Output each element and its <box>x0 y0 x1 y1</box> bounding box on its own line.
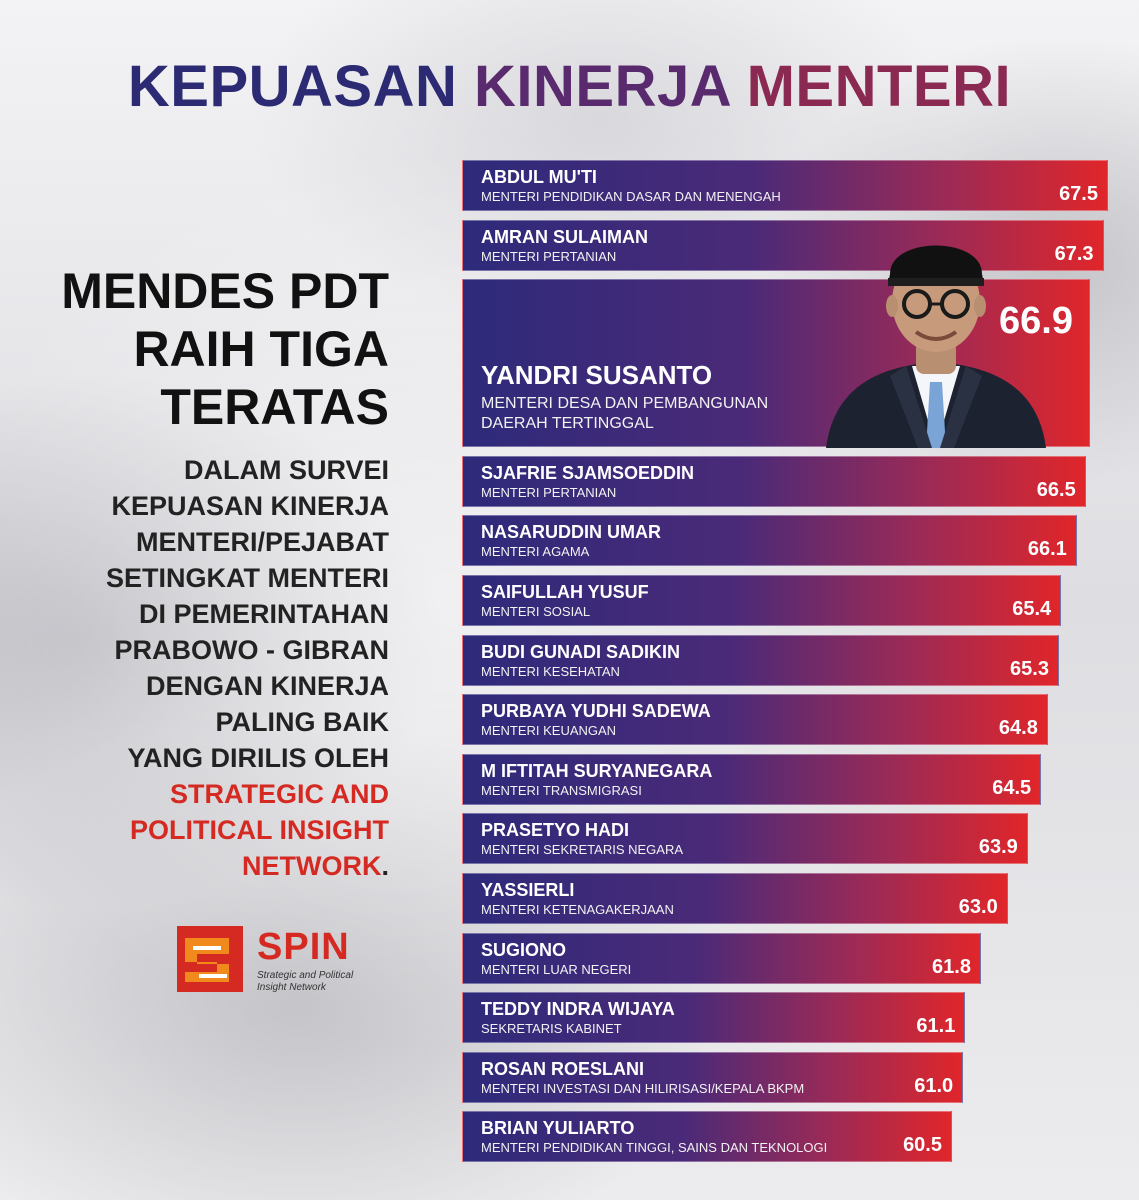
chart-title: KEPUASAN KINERJA MENTERI <box>0 52 1139 122</box>
bar-value-label: 64.8 <box>998 717 1038 740</box>
bar-role-label: MENTERI TRANSMIGRASI <box>481 782 642 798</box>
org-name-period: . <box>381 851 389 881</box>
bar-name-label: PURBAYA YUDHI SADEWA <box>481 701 711 722</box>
bar-role-label: MENTERI KESEHATAN <box>481 663 620 679</box>
bar-name-label: TEDDY INDRA WIJAYA <box>481 999 675 1020</box>
bar-name-label: ROSAN ROESLANI <box>481 1058 645 1079</box>
spin-logo: SPIN Strategic and Political Insight Net… <box>175 922 395 1000</box>
bar: ABDUL MU'TI MENTERI PENDIDIKAN DASAR DAN … <box>462 160 1108 211</box>
bar: TEDDY INDRA WIJAYA SEKRETARIS KABINET 61.1 <box>462 992 966 1044</box>
title-word-1: KEPUASAN <box>127 54 458 119</box>
bar-role-label: MENTERI AGAMA <box>481 544 590 560</box>
title-word-2: KINERJA <box>474 54 730 119</box>
spin-logo-name: SPIN <box>257 926 350 968</box>
bar: YASSIERLI MENTERI KETENAGAKERJAAN 63.0 <box>462 873 1008 924</box>
bar: BRIAN YULIARTO MENTERI PENDIDIKAN TINGGI,… <box>462 1111 952 1163</box>
headline-line-3: TERATAS <box>160 379 389 435</box>
bar-role-label: MENTERI PENDIDIKAN DASAR DAN MENENGAH <box>481 189 781 204</box>
org-name-line-2: POLITICAL INSIGHT <box>129 815 389 845</box>
headline: MENDES PDT RAIH TIGA TERATAS <box>9 262 389 436</box>
org-name-line-1: STRATEGIC AND <box>170 779 389 809</box>
bar-name-label: SJAFRIE SJAMSOEDDIN <box>481 462 695 483</box>
bar-value-label: 60.5 <box>903 1134 942 1157</box>
bar-role-label: MENTERI PENDIDIKAN TINGGI, SAINS DAN TEK… <box>481 1140 828 1156</box>
bar: SJAFRIE SJAMSOEDDIN MENTERI PERTANIAN 66.5 <box>462 455 1086 507</box>
bar-name-label: BUDI GUNADI SADIKIN <box>481 641 681 662</box>
bar-value-label: 66.9 <box>999 300 1073 343</box>
bar-role-label: MENTERI PERTANIAN <box>481 248 617 264</box>
bar-value-label: 61.0 <box>914 1074 954 1097</box>
bar-name-label: NASARUDDIN UMAR <box>481 522 661 543</box>
headline-line-1: MENDES PDT <box>61 263 389 319</box>
bar: ROSAN ROESLANI MENTERI INVESTASI DAN HILI… <box>462 1051 964 1103</box>
bar: AMRAN SULAIMAN MENTERI PERTANIAN 67.3 <box>462 219 1104 271</box>
org-name-line-3-text: NETWORK <box>242 851 382 881</box>
bar: NASARUDDIN UMAR MENTERI AGAMA 66.1 <box>462 515 1077 567</box>
bar-value-label: 63.9 <box>978 836 1018 859</box>
bar-value-label: 61.8 <box>932 955 971 978</box>
bar-role-label: MENTERI SEKRETARIS NEGARA <box>481 842 684 858</box>
bar: SAIFULLAH YUSUF MENTERI SOSIAL 65.4 <box>462 575 1062 626</box>
bar-value-label: 65.4 <box>1012 598 1052 620</box>
bar-role-label: MENTERI KETENAGAKERJAAN <box>481 902 674 917</box>
bar-name-label: SAIFULLAH YUSUF <box>481 582 649 602</box>
bar-role-label: MENTERI PERTANIAN <box>481 484 617 500</box>
org-name-line-3: NETWORK. <box>0 848 389 884</box>
description-line: DI PEMERINTAHAN <box>138 599 389 629</box>
bar-value-label: 61.1 <box>916 1015 956 1038</box>
description-line: SETINGKAT MENTERI <box>106 563 389 593</box>
bar-value-label: 64.5 <box>992 776 1032 799</box>
bar-role-label: MENTERI INVESTASI DAN HILIRISASI/KEPALA … <box>481 1080 805 1096</box>
bar-role-label: MENTERI LUAR NEGERI <box>481 961 632 977</box>
spin-logo-subtitle-line-1: Strategic and Political <box>257 970 354 981</box>
bar-value-label: 66.1 <box>1027 538 1067 561</box>
description-line: DENGAN KINERJA <box>145 671 389 701</box>
bar-name-label: YANDRI SUSANTO <box>481 360 713 391</box>
bar-name-label: PRASETYO HADI <box>481 820 630 841</box>
bar-name-label: AMRAN SULAIMAN <box>481 226 648 247</box>
description-line: DALAM SURVEI <box>183 455 389 485</box>
bar: M IFTITAH SURYANEGARA MENTERI TRANSMIGRAS… <box>462 753 1042 805</box>
spin-logo-subtitle-line-2: Insight Network <box>257 982 326 993</box>
bar-name-label: BRIAN YULIARTO <box>481 1118 635 1139</box>
bar: PURBAYA YUDHI SADEWA MENTERI KEUANGAN 64.8 <box>462 694 1048 746</box>
bar-name-label: YASSIERLI <box>481 880 575 900</box>
bar-role-label: MENTERI DESA DAN PEMBANGUNAN DAERAH TERT… <box>481 395 769 433</box>
description-line: PRABOWO - GIBRAN <box>114 635 389 665</box>
bar-value-label: 67.5 <box>1059 183 1098 205</box>
description-line: YANG DIRILIS OLEH <box>127 743 389 773</box>
description-line: KEPUASAN KINERJA <box>111 491 389 521</box>
spin-logo-icon <box>177 926 243 992</box>
bar-role-label: MENTERI KEUANGAN <box>481 723 617 739</box>
bar: PRASETYO HADI MENTERI SEKRETARIS NEGARA 63… <box>462 813 1028 865</box>
bar: BUDI GUNADI SADIKIN MENTERI KESEHATAN 65.3 <box>462 634 1059 686</box>
bar: SUGIONO MENTERI LUAR NEGERI 61.8 <box>462 932 981 984</box>
bar-value-label: 63.0 <box>958 896 998 918</box>
bar-role-label: MENTERI SOSIAL <box>481 604 591 619</box>
bar-value-label: 66.5 <box>1036 478 1076 501</box>
minister-portrait <box>826 245 1046 448</box>
bar-name-label: ABDUL MU'TI <box>481 167 597 187</box>
bar-value-label: 65.3 <box>1010 657 1049 680</box>
bar-role-label: SEKRETARIS KABINET <box>481 1021 622 1037</box>
bar-name-label: SUGIONO <box>481 939 567 960</box>
title-word-3: MENTERI <box>746 54 1012 119</box>
headline-line-2: RAIH TIGA <box>133 321 389 377</box>
bar-value-label: 67.3 <box>1054 242 1094 265</box>
bar-name-label: M IFTITAH SURYANEGARA <box>481 760 713 781</box>
spin-logo-subtitle: Strategic and Political Insight Network <box>257 970 387 994</box>
description-line: MENTERI/PEJABAT <box>135 527 389 557</box>
description-line: PALING BAIK <box>215 707 390 737</box>
description: DALAM SURVEI KEPUASAN KINERJA MENTERI/PE… <box>0 452 389 884</box>
